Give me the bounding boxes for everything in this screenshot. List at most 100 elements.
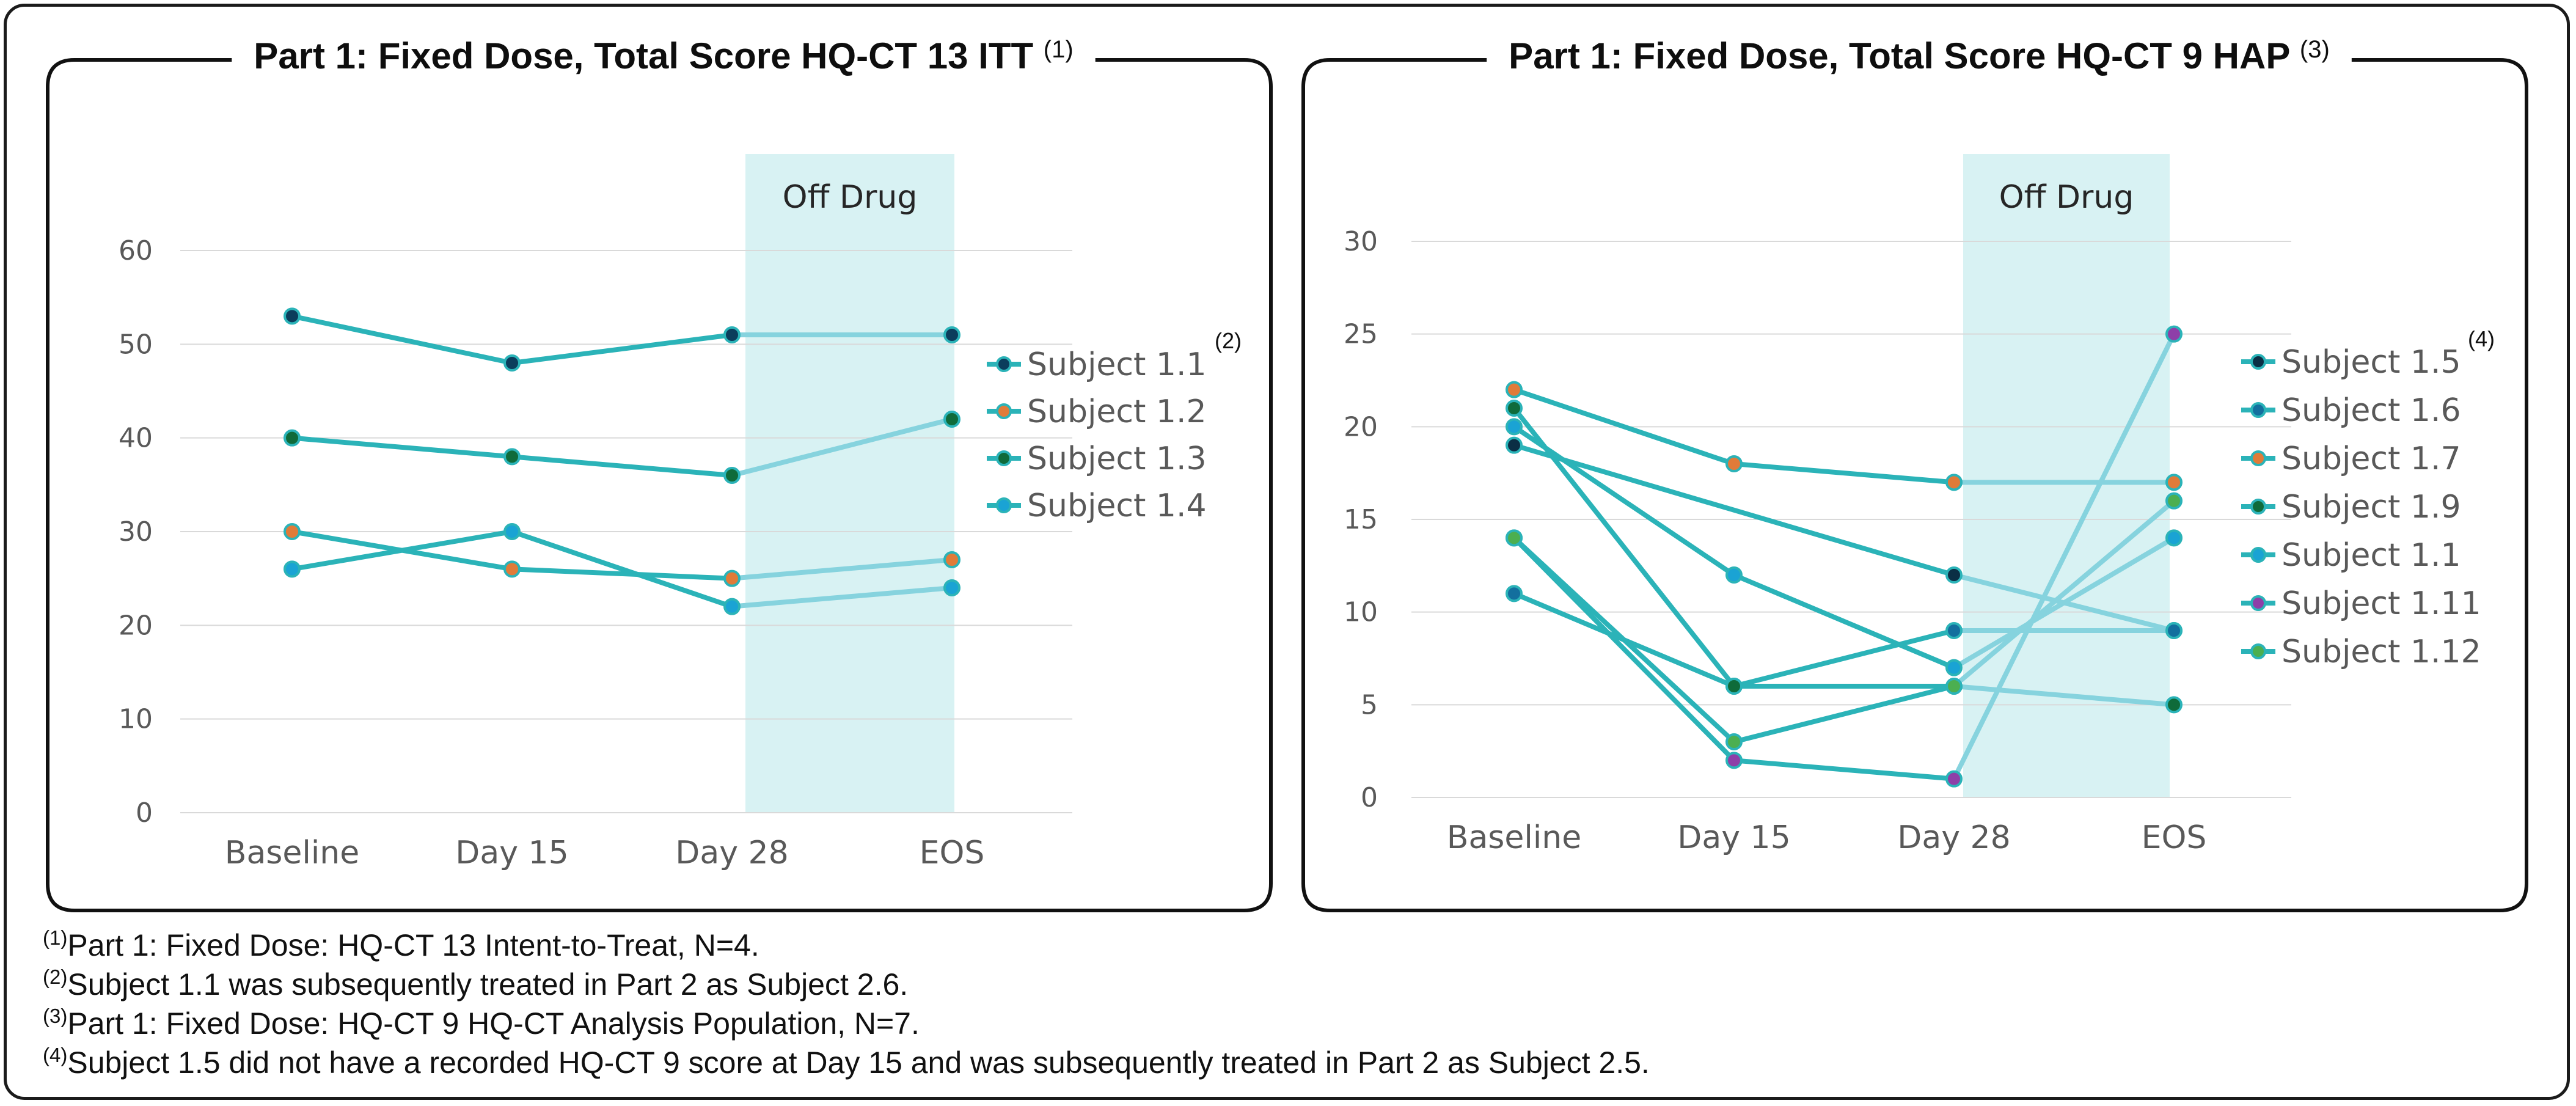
legend-item-subject-1-2: Subject 1.2 bbox=[987, 394, 1207, 430]
legend-swatch-marker bbox=[996, 450, 1012, 466]
legend-label: Subject 1.9 bbox=[2281, 489, 2461, 526]
off-drug-label: Off Drug bbox=[783, 179, 918, 216]
legend-item-subject-1-5: Subject 1.5 bbox=[2241, 344, 2461, 381]
data-point-subject-1-6 bbox=[1945, 622, 1963, 639]
data-point-subject-1-12 bbox=[2165, 492, 2183, 510]
x-tick-label: EOS bbox=[920, 835, 985, 871]
data-point-subject-1-5 bbox=[1945, 566, 1963, 584]
data-point-subject-1-4 bbox=[723, 598, 741, 615]
footnote-3: (3)Part 1: Fixed Dose: HQ-CT 9 HQ-CT Ana… bbox=[43, 1005, 920, 1041]
legend-swatch-marker bbox=[2250, 547, 2266, 563]
x-tick-label: Day 15 bbox=[1677, 819, 1790, 856]
series-line-subject-1-12 bbox=[1512, 535, 1736, 744]
y-tick-label: 15 bbox=[1344, 504, 1378, 535]
y-tick-label: 10 bbox=[1344, 597, 1378, 628]
legend-label: Subject 1.1 bbox=[2281, 537, 2461, 574]
x-tick-label: Baseline bbox=[225, 835, 359, 871]
series-line-subject-1-3 bbox=[290, 435, 514, 460]
legend-item-subject-1-3: Subject 1.3 bbox=[987, 441, 1207, 477]
data-point-subject-1-4 bbox=[503, 523, 521, 540]
data-point-subject-1-11 bbox=[1725, 752, 1743, 769]
data-point-subject-1-12 bbox=[1725, 733, 1743, 750]
series-line-subject-1-5 bbox=[1512, 442, 1956, 577]
y-tick-label: 10 bbox=[119, 704, 153, 735]
x-tick-label: Baseline bbox=[1447, 819, 1581, 856]
data-point-subject-1-3 bbox=[943, 411, 961, 428]
legend-swatch-marker bbox=[996, 403, 1012, 419]
series-line-subject-1-3 bbox=[510, 454, 734, 478]
chart-title: Part 1: Fixed Dose, Total Score HQ-CT 13… bbox=[254, 35, 1073, 76]
data-point-subject-1-12 bbox=[1506, 529, 1523, 547]
series-line-subject-1-1 bbox=[1512, 424, 1736, 577]
legend-item-subject-1-12: Subject 1.12 bbox=[2241, 634, 2481, 670]
y-tick-label: 0 bbox=[136, 797, 153, 829]
legend-item-subject-1-7: Subject 1.7 bbox=[2241, 441, 2461, 477]
data-point-subject-1-4 bbox=[943, 579, 961, 596]
legend-swatch-marker bbox=[996, 497, 1012, 513]
data-point-subject-1-1 bbox=[2165, 529, 2183, 547]
data-point-subject-1-3 bbox=[284, 429, 301, 447]
y-tick-label: 0 bbox=[1361, 782, 1378, 813]
series-line-subject-1-1 bbox=[1732, 573, 1956, 670]
series-line-subject-1-12-off-drug bbox=[1952, 498, 2176, 689]
series-line-subject-1-1 bbox=[290, 313, 514, 365]
legend-item-subject-1-11: Subject 1.11 bbox=[2241, 585, 2481, 622]
off-drug-band bbox=[745, 154, 954, 813]
series-line-subject-1-12 bbox=[1732, 684, 1956, 744]
legend-footnote-marker: (4) bbox=[2468, 326, 2495, 351]
panel-border bbox=[46, 58, 1273, 912]
data-point-subject-1-4 bbox=[284, 560, 301, 578]
series-line-subject-1-4 bbox=[510, 529, 734, 609]
series-line-subject-1-9 bbox=[1512, 406, 1736, 689]
y-tick-label: 60 bbox=[119, 235, 153, 266]
data-point-subject-1-7 bbox=[1506, 381, 1523, 398]
chart-itt-total-score: Part 1: Fixed Dose, Total Score HQ-CT 13… bbox=[46, 35, 1273, 912]
footnotes: (1)Part 1: Fixed Dose: HQ-CT 13 Intent-t… bbox=[43, 926, 2536, 1082]
series-line-subject-1-3-off-drug bbox=[730, 417, 954, 478]
legend-swatch-marker bbox=[2250, 499, 2266, 515]
footnote-4: (4)Subject 1.5 did not have a recorded H… bbox=[43, 1044, 1650, 1080]
legend-label: Subject 1.7 bbox=[2281, 441, 2461, 477]
panel-border bbox=[1301, 58, 2528, 912]
data-point-subject-1-2 bbox=[284, 523, 301, 540]
y-tick-label: 40 bbox=[119, 423, 153, 454]
data-point-subject-1-9 bbox=[1506, 400, 1523, 417]
legend-label: Subject 1.4 bbox=[1027, 488, 1207, 524]
legend-swatch-marker bbox=[2250, 450, 2266, 466]
legend-swatch-marker bbox=[2250, 643, 2266, 659]
legend-label: Subject 1.1 bbox=[1027, 346, 1207, 383]
legend-label: Subject 1.5 bbox=[2281, 344, 2461, 381]
legend-swatch-marker bbox=[2250, 402, 2266, 418]
data-point-subject-1-1 bbox=[1945, 659, 1963, 676]
series-line-subject-1-1-off-drug bbox=[1952, 535, 2176, 670]
y-tick-label: 30 bbox=[1344, 226, 1378, 257]
series-line-subject-1-2-off-drug bbox=[730, 557, 954, 581]
chart-hap-total-score: Part 1: Fixed Dose, Total Score HQ-CT 9 … bbox=[1301, 35, 2528, 912]
data-point-subject-1-1 bbox=[943, 326, 961, 343]
off-drug-label: Off Drug bbox=[1999, 179, 2134, 216]
legend-item-subject-1-6: Subject 1.6 bbox=[2241, 392, 2461, 429]
data-point-subject-1-2 bbox=[503, 560, 521, 578]
series-line-subject-1-7 bbox=[1512, 387, 1736, 466]
legend-label: Subject 1.3 bbox=[1027, 441, 1207, 477]
data-point-subject-1-5 bbox=[1506, 436, 1523, 454]
y-tick-label: 20 bbox=[1344, 411, 1378, 442]
legend-item-subject-1-4: Subject 1.4 bbox=[987, 488, 1207, 524]
series-line-subject-1-4-off-drug bbox=[730, 585, 954, 609]
series-line-subject-1-9-off-drug bbox=[1952, 684, 2176, 708]
data-point-subject-1-7 bbox=[1725, 455, 1743, 472]
data-point-subject-1-6 bbox=[1506, 585, 1523, 602]
series-line-subject-1-2 bbox=[510, 566, 734, 581]
data-point-subject-1-9 bbox=[1725, 678, 1743, 695]
y-tick-label: 25 bbox=[1344, 319, 1378, 350]
data-point-subject-1-2 bbox=[723, 569, 741, 587]
x-tick-label: Day 28 bbox=[1897, 819, 2010, 856]
series-line-subject-1-4 bbox=[290, 529, 514, 572]
legend-label: Subject 1.6 bbox=[2281, 392, 2461, 429]
series-line-subject-1-6 bbox=[1732, 628, 1956, 689]
figure-frame bbox=[4, 4, 2570, 1100]
data-point-subject-1-11 bbox=[1945, 770, 1963, 788]
legend-label: Subject 1.11 bbox=[2281, 585, 2481, 622]
legend-footnote-marker: (2) bbox=[1215, 328, 1242, 353]
legend-swatch-marker bbox=[2250, 595, 2266, 611]
